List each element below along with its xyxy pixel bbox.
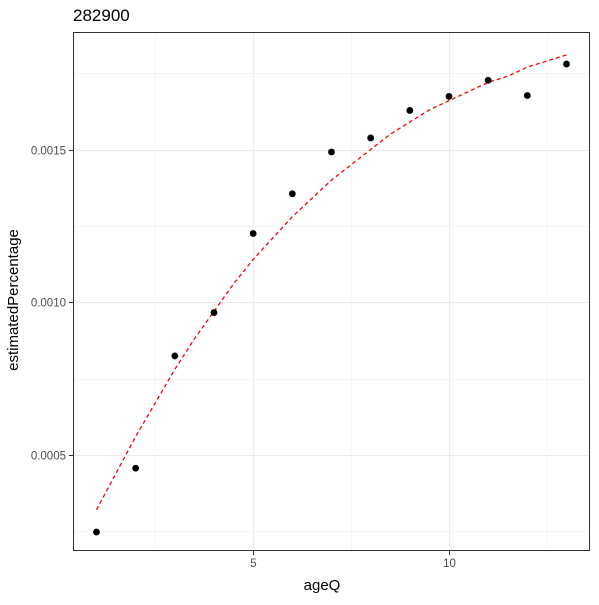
y-tick-label: 0.0015 bbox=[31, 146, 66, 158]
y-axis: 0.0005 0.0010 0.0015 bbox=[31, 146, 73, 463]
x-tick-label: 10 bbox=[443, 558, 456, 570]
data-point bbox=[445, 93, 453, 100]
data-point bbox=[484, 76, 492, 84]
data-point bbox=[328, 148, 335, 156]
data-point bbox=[93, 528, 100, 536]
data-point bbox=[406, 107, 414, 114]
data-point bbox=[132, 464, 140, 472]
data-point bbox=[210, 309, 218, 316]
data-point bbox=[367, 134, 375, 142]
y-tick-label: 0.0010 bbox=[31, 298, 66, 310]
data-point bbox=[288, 190, 296, 198]
chart-title: 282900 bbox=[73, 6, 130, 25]
y-tick-label: 0.0005 bbox=[31, 451, 66, 463]
x-axis: 5 10 bbox=[250, 551, 456, 570]
data-point bbox=[523, 92, 531, 99]
x-tick-label: 5 bbox=[250, 558, 256, 570]
data-points bbox=[93, 60, 570, 536]
data-point bbox=[249, 230, 257, 237]
minor-gridlines bbox=[73, 32, 590, 551]
x-axis-label: ageQ bbox=[304, 577, 341, 594]
plot-panel-background bbox=[73, 32, 590, 551]
fitted-curve-line bbox=[95, 54, 567, 511]
data-point bbox=[171, 352, 179, 360]
data-point bbox=[563, 60, 570, 68]
y-axis-label: estimatedPercentage bbox=[5, 229, 22, 371]
plot-panel-border bbox=[73, 32, 590, 551]
